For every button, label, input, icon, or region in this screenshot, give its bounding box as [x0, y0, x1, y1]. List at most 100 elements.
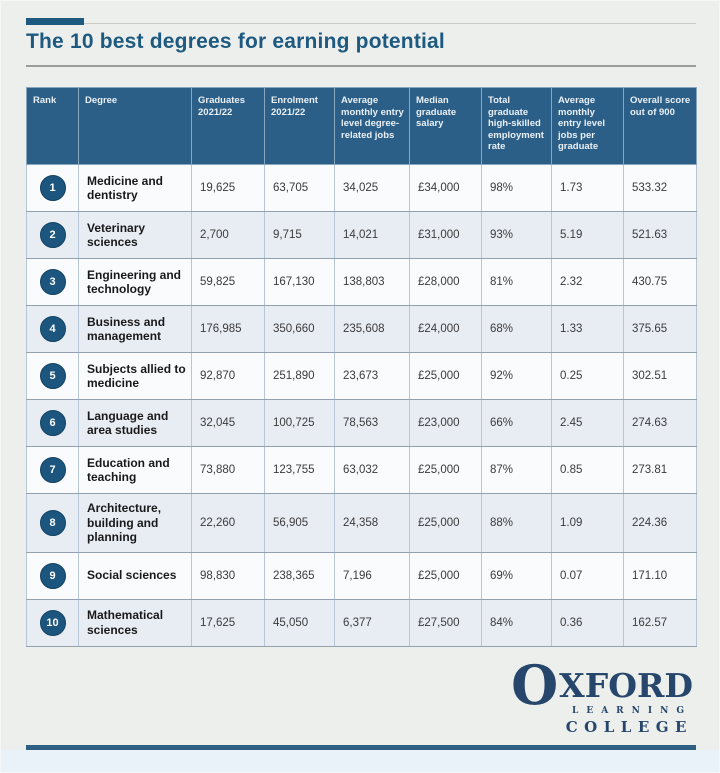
rank-cell: 8: [26, 493, 79, 553]
value-cell: £24,000: [409, 305, 482, 353]
bottom-divider: [26, 745, 696, 750]
degree-cell: Medicine and dentistry: [78, 164, 192, 212]
degrees-table: Rank Degree Graduates 2021/22 Enrolment 202…: [26, 87, 697, 647]
value-cell: 251,890: [264, 352, 335, 400]
rank-badge: 6: [39, 410, 66, 436]
value-cell: 176,985: [191, 305, 265, 353]
degree-cell: Subjects allied to medicine: [78, 352, 192, 400]
value-cell: 78,563: [334, 399, 410, 447]
value-cell: 171.10: [623, 551, 697, 600]
table-body: 1 Medicine and dentistry 19,625 63,705 34,02…: [26, 164, 697, 647]
value-cell: 93%: [481, 211, 552, 259]
rank-cell: 2: [26, 211, 79, 259]
rank-cell: 6: [26, 399, 79, 447]
rank-cell: 4: [26, 305, 79, 353]
table-row: 8 Architecture, building and planning 22,2…: [26, 493, 697, 553]
column-header-5: Median graduate salary: [409, 87, 482, 165]
value-cell: 6,377: [334, 598, 410, 647]
value-cell: 81%: [481, 258, 552, 306]
value-cell: 14,021: [334, 211, 410, 259]
column-header-3: Enrolment 2021/22: [264, 87, 335, 165]
table-row: 3 Engineering and technology 59,825 167,130…: [26, 258, 697, 306]
table-header: Rank Degree Graduates 2021/22 Enrolment 202…: [26, 87, 697, 165]
column-header-6: Total graduate high-skilled employment r…: [481, 87, 552, 165]
value-cell: 66%: [481, 399, 552, 447]
value-cell: 138,803: [334, 258, 410, 306]
value-cell: 302.51: [623, 352, 697, 400]
value-cell: £23,000: [409, 399, 482, 447]
column-header-7: Average monthly entry level jobs per gra…: [551, 87, 624, 165]
value-cell: £25,000: [409, 446, 482, 494]
value-cell: 224.36: [623, 493, 697, 553]
rank-badge: 8: [39, 509, 66, 536]
degree-cell: Veterinary sciences: [78, 211, 192, 259]
value-cell: £25,000: [409, 352, 482, 400]
page-title: The 10 best degrees for earning potentia…: [26, 30, 445, 53]
value-cell: 5.19: [551, 211, 624, 259]
rank-cell: 7: [26, 446, 79, 494]
value-cell: 533.32: [623, 164, 697, 212]
degree-cell: Education and teaching: [78, 446, 192, 494]
rank-badge: 4: [39, 316, 66, 342]
table-row: 1 Medicine and dentistry 19,625 63,705 34,02…: [26, 164, 697, 212]
value-cell: 2,700: [191, 211, 265, 259]
rank-badge: 5: [39, 363, 66, 389]
rank-cell: 1: [26, 164, 79, 212]
value-cell: £25,000: [409, 551, 482, 600]
header-row: Rank Degree Graduates 2021/22 Enrolment 202…: [26, 87, 697, 165]
value-cell: 235,608: [334, 305, 410, 353]
column-header-4: Average monthly entry level degree-relat…: [334, 87, 410, 165]
value-cell: 69%: [481, 551, 552, 600]
value-cell: £28,000: [409, 258, 482, 306]
logo-initial: O: [511, 653, 560, 717]
value-cell: 0.25: [551, 352, 624, 400]
rank-badge: 2: [39, 222, 66, 248]
column-header-1: Degree: [78, 87, 192, 165]
value-cell: 162.57: [623, 598, 697, 647]
rank-badge: 9: [39, 562, 66, 589]
degree-cell: Social sciences: [78, 551, 192, 600]
value-cell: 273.81: [623, 446, 697, 494]
value-cell: 68%: [481, 305, 552, 353]
logo-wordmark: OXFORD: [511, 658, 693, 712]
value-cell: £25,000: [409, 493, 482, 553]
table-row: 2 Veterinary sciences 2,700 9,715 14,021 £31,…: [26, 211, 697, 259]
value-cell: 238,365: [264, 551, 335, 600]
column-header-8: Overall score out of 900: [623, 87, 697, 165]
top-divider: [26, 23, 696, 24]
value-cell: 32,045: [191, 399, 265, 447]
value-cell: 59,825: [191, 258, 265, 306]
value-cell: 521.63: [623, 211, 697, 259]
value-cell: 350,660: [264, 305, 335, 353]
value-cell: 63,705: [264, 164, 335, 212]
value-cell: 0.85: [551, 446, 624, 494]
table-row: 7 Education and teaching 73,880 123,755 63,0…: [26, 446, 697, 494]
rank-badge: 10: [39, 609, 66, 636]
value-cell: 73,880: [191, 446, 265, 494]
table-row: 4 Business and management 176,985 350,660 23…: [26, 305, 697, 353]
value-cell: 63,032: [334, 446, 410, 494]
logo-college-text: COLLEGE: [565, 718, 693, 736]
rank-cell: 10: [26, 598, 79, 647]
value-cell: 274.63: [623, 399, 697, 447]
rank-badge: 7: [39, 457, 66, 483]
title-accent-bar: [26, 18, 84, 25]
value-cell: £34,000: [409, 164, 482, 212]
value-cell: 19,625: [191, 164, 265, 212]
value-cell: 100,725: [264, 399, 335, 447]
value-cell: 17,625: [191, 598, 265, 647]
value-cell: £27,500: [409, 598, 482, 647]
rank-cell: 9: [26, 551, 79, 600]
logo-learning-text: LEARNING: [572, 706, 692, 716]
rank-badge: 1: [39, 175, 66, 201]
column-header-0: Rank: [26, 87, 79, 165]
value-cell: 123,755: [264, 446, 335, 494]
value-cell: 98,830: [191, 551, 265, 600]
value-cell: 1.33: [551, 305, 624, 353]
logo-wordmark-rest: XFORD: [559, 666, 693, 705]
value-cell: 23,673: [334, 352, 410, 400]
table-row: 6 Language and area studies 32,045 100,725 7…: [26, 399, 697, 447]
value-cell: 87%: [481, 446, 552, 494]
value-cell: 375.65: [623, 305, 697, 353]
